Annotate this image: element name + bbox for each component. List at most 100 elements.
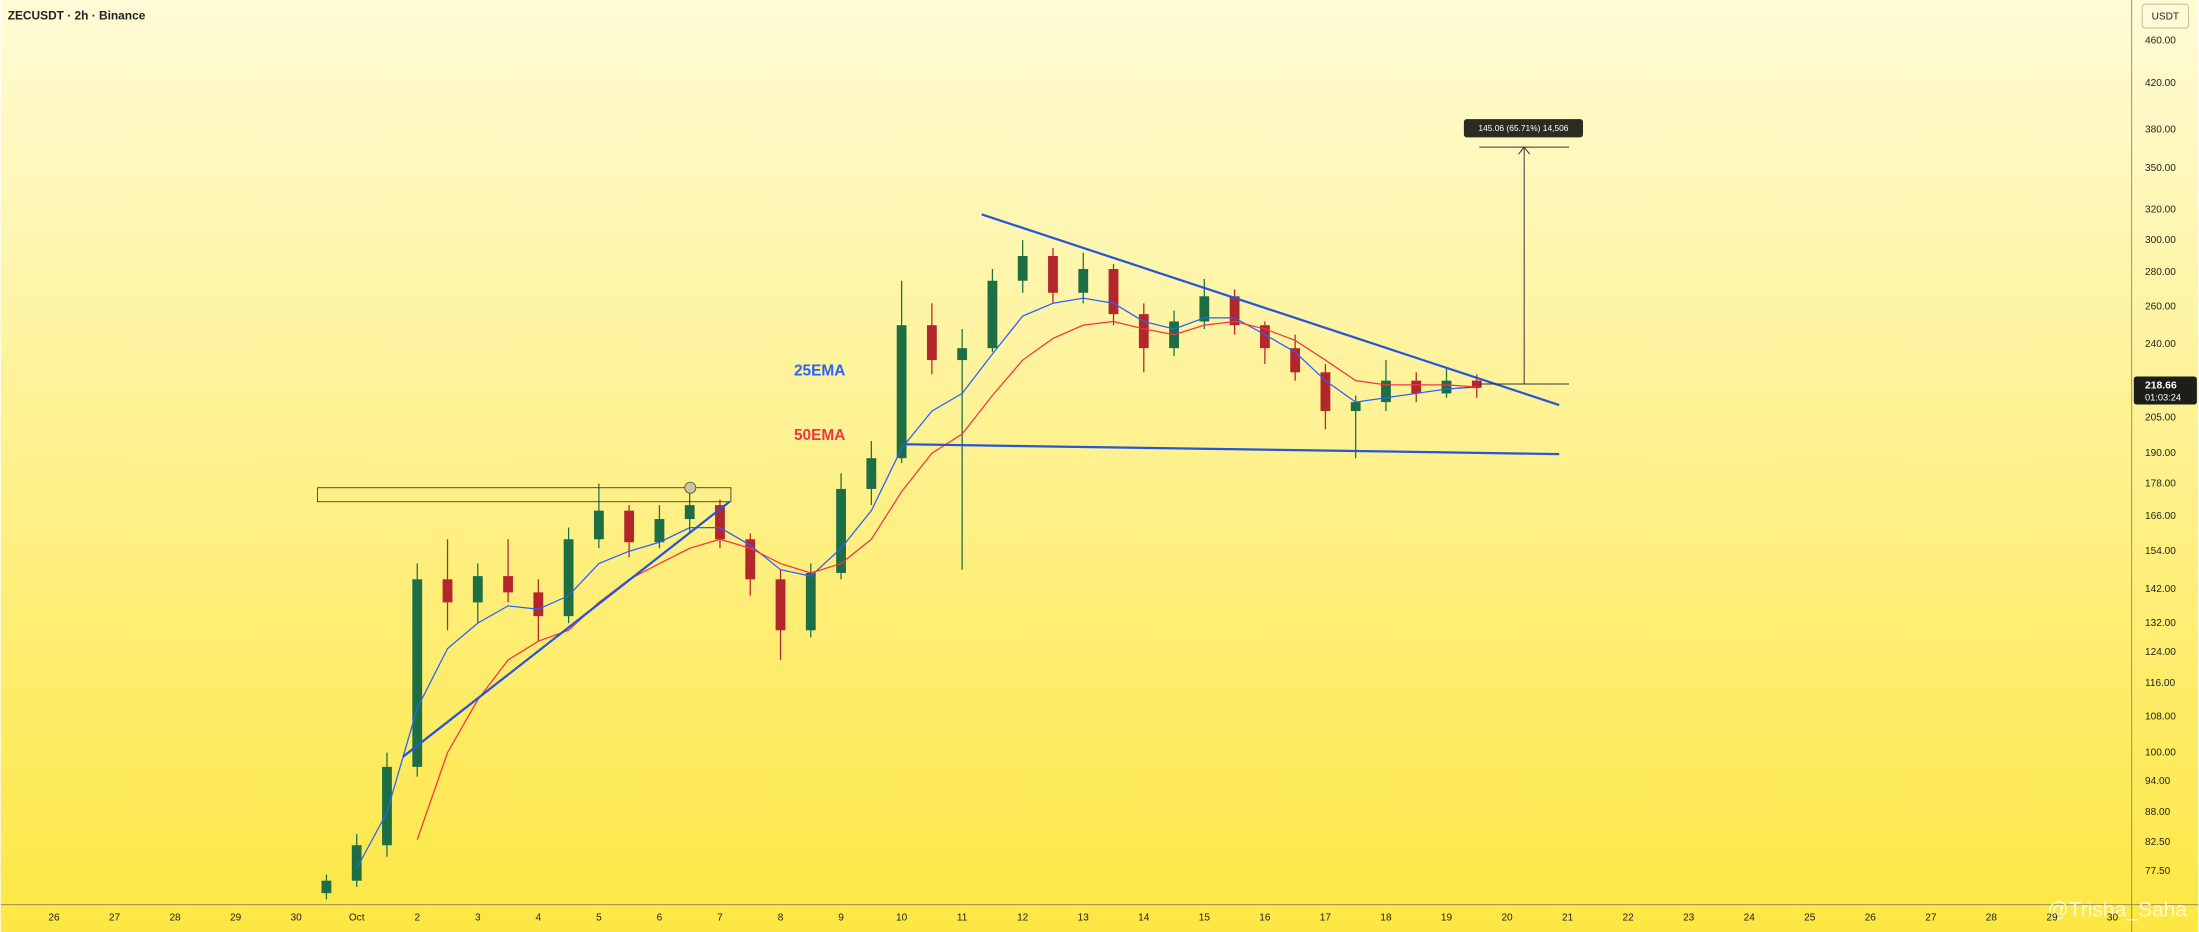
x-tick-label: 28	[169, 913, 181, 924]
candle-body	[1381, 380, 1391, 403]
x-tick-label: 10	[896, 913, 908, 924]
x-tick-label: 12	[1017, 913, 1029, 924]
y-tick-label: 132.00	[2145, 618, 2176, 629]
candle-body	[866, 458, 877, 489]
x-tick-label: 7	[717, 913, 723, 924]
x-tick-label: 11	[957, 913, 968, 924]
watermark: @Trisha_Saha	[2047, 899, 2187, 922]
candle-body	[1259, 325, 1270, 349]
x-tick-label: 19	[1441, 913, 1453, 924]
candle-body	[472, 576, 483, 603]
y-tick-label: 94.00	[2145, 776, 2171, 787]
x-tick-label: 26	[48, 913, 60, 924]
x-tick-label: Oct	[349, 913, 365, 924]
y-tick-label: 300.00	[2145, 235, 2176, 246]
candle-body	[351, 845, 362, 881]
y-tick-label: 178.00	[2145, 478, 2176, 489]
y-tick-label: 240.00	[2145, 339, 2176, 350]
y-tick-label: 166.00	[2145, 511, 2176, 522]
plot-area	[321, 240, 1482, 900]
candle-body	[1441, 380, 1452, 394]
chart-title: ZECUSDT · 2h · Binance	[8, 8, 146, 22]
ema-line	[356, 297, 1477, 869]
x-tick-label: 14	[1138, 913, 1150, 924]
x-tick-label: 26	[1865, 913, 1877, 924]
y-tick-label: 77.50	[2145, 866, 2171, 877]
x-tick-label: 13	[1078, 913, 1090, 924]
resistance-box	[317, 487, 732, 503]
candle-body	[1411, 380, 1422, 394]
candle-body	[1138, 314, 1149, 349]
y-tick-label: 320.00	[2145, 205, 2176, 216]
x-tick-label: 3	[475, 913, 481, 924]
candle-body	[684, 505, 695, 520]
last-price-label: 218.66	[2145, 380, 2177, 391]
candle-body	[1017, 255, 1028, 281]
y-tick-label: 280.00	[2145, 267, 2176, 278]
candle-body	[1471, 380, 1482, 388]
candle-body	[957, 348, 968, 361]
y-tick-label: 420.00	[2145, 78, 2176, 89]
candle-body	[1108, 269, 1119, 315]
x-tick-label: 28	[1986, 913, 1998, 924]
x-tick-label: 2	[414, 913, 420, 924]
candle-body	[1320, 372, 1331, 412]
x-tick-label: 20	[1501, 913, 1513, 924]
countdown-label: 01:03:24	[2145, 393, 2181, 403]
y-tick-label: 82.50	[2145, 837, 2171, 848]
candle-body	[1078, 269, 1089, 293]
candle-body	[563, 539, 574, 617]
y-tick-label: 380.00	[2145, 125, 2176, 136]
currency-label: USDT	[2152, 11, 2179, 22]
candle-body	[987, 280, 998, 349]
trendline-lower	[904, 443, 1560, 456]
currency-box	[2141, 3, 2189, 29]
candle-body	[533, 592, 544, 617]
x-tick-label: 8	[778, 913, 784, 924]
x-tick-label: 30	[2107, 913, 2119, 924]
x-tick-label: 15	[1199, 913, 1211, 924]
legend-label: 25EMA	[794, 362, 845, 379]
candle-body	[1048, 255, 1058, 293]
candle-body	[624, 510, 635, 543]
x-tick-label: 29	[230, 913, 242, 924]
y-tick-label: 154.00	[2145, 546, 2176, 557]
candle-body	[1199, 296, 1210, 322]
x-tick-label: 17	[1320, 913, 1332, 924]
x-tick-label: 6	[657, 913, 663, 924]
measure-arrowhead	[1518, 146, 1531, 155]
candle-body	[1229, 296, 1240, 326]
x-tick-label: 22	[1623, 913, 1635, 924]
trendline-upper	[981, 213, 1560, 407]
x-tick-label: 24	[1744, 913, 1756, 924]
x-tick-label: 4	[536, 913, 542, 924]
candle-body	[593, 510, 604, 540]
candle-body	[503, 576, 513, 593]
x-tick-label: 27	[109, 913, 121, 924]
candle-body	[412, 579, 423, 767]
x-tick-label: 5	[596, 913, 602, 924]
candle-body	[442, 579, 453, 603]
x-tick-label: 23	[1683, 913, 1695, 924]
candle-body	[654, 519, 665, 543]
measure-label-box	[1463, 119, 1584, 138]
x-tick-label: 9	[838, 913, 844, 924]
candle-body	[321, 880, 332, 894]
x-tick-label: 25	[1804, 913, 1816, 924]
candle-body	[1350, 402, 1361, 412]
y-tick-label: 88.00	[2145, 807, 2171, 818]
y-tick-label: 124.00	[2145, 647, 2176, 658]
candle-body	[805, 572, 816, 631]
x-tick-label: 16	[1259, 913, 1271, 924]
y-tick-label: 260.00	[2145, 302, 2176, 313]
candle-body	[745, 539, 756, 580]
legend-label: 50EMA	[794, 427, 845, 444]
candle-body	[896, 325, 907, 459]
measure-label: 145.06 (65.71%) 14,506	[1478, 123, 1568, 133]
last-price-box	[2133, 376, 2197, 405]
y-tick-label: 350.00	[2145, 163, 2176, 174]
candle-body	[926, 325, 937, 361]
